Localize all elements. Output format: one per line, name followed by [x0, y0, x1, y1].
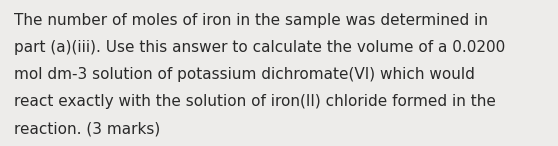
- Text: The number of moles of iron in the sample was determined in: The number of moles of iron in the sampl…: [14, 13, 488, 28]
- Text: reaction. (3 marks): reaction. (3 marks): [14, 121, 160, 136]
- Text: mol dm-3 solution of potassium dichromate(VI) which would: mol dm-3 solution of potassium dichromat…: [14, 67, 475, 82]
- Text: react exactly with the solution of iron(II) chloride formed in the: react exactly with the solution of iron(…: [14, 94, 496, 109]
- Text: part (a)(iii). Use this answer to calculate the volume of a 0.0200: part (a)(iii). Use this answer to calcul…: [14, 40, 505, 55]
